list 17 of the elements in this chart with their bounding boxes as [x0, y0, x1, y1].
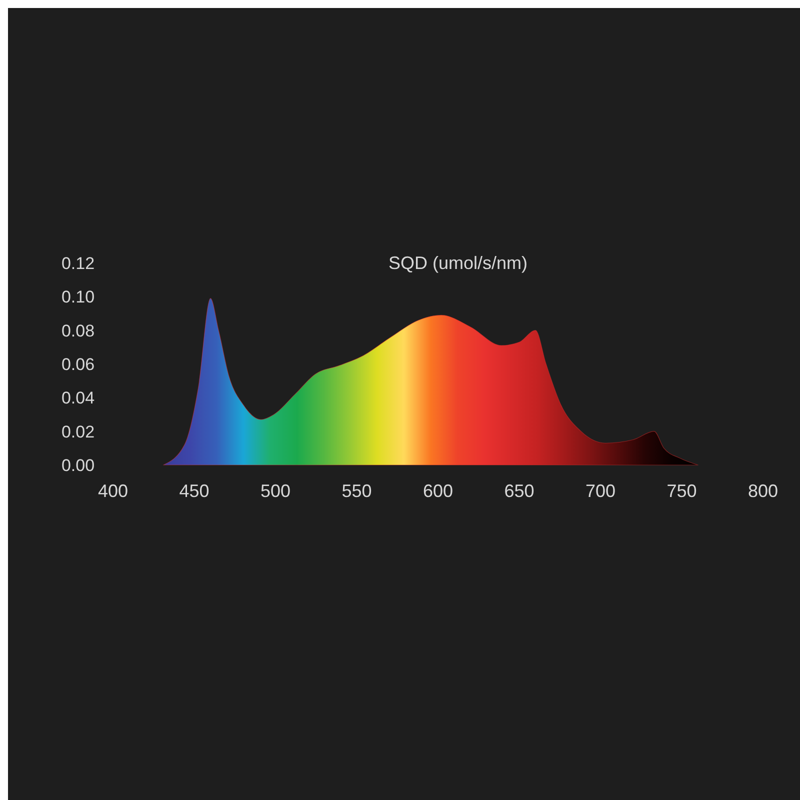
- x-tick-label: 800: [748, 481, 778, 501]
- x-tick-label: 750: [666, 481, 697, 501]
- y-tick-label: 0.10: [61, 288, 95, 307]
- y-tick-label: 0.02: [61, 422, 95, 442]
- x-tick-label: 700: [585, 481, 616, 501]
- y-tick-label: 0.08: [61, 321, 95, 340]
- x-tick-label: 400: [98, 481, 128, 501]
- y-tick-label: 0.04: [61, 388, 95, 408]
- y-tick-label: 0.06: [61, 354, 95, 374]
- y-tick-label: 0.00: [61, 456, 95, 475]
- x-tick-label: 650: [504, 481, 534, 501]
- chart-title: SQD (umol/s/nm): [388, 253, 528, 273]
- x-tick-label: 450: [179, 481, 210, 501]
- y-tick-label: 0.12: [61, 254, 95, 273]
- x-tick-label: 600: [422, 481, 454, 501]
- x-tick-label: 550: [342, 481, 372, 501]
- x-tick-label: 500: [260, 481, 291, 501]
